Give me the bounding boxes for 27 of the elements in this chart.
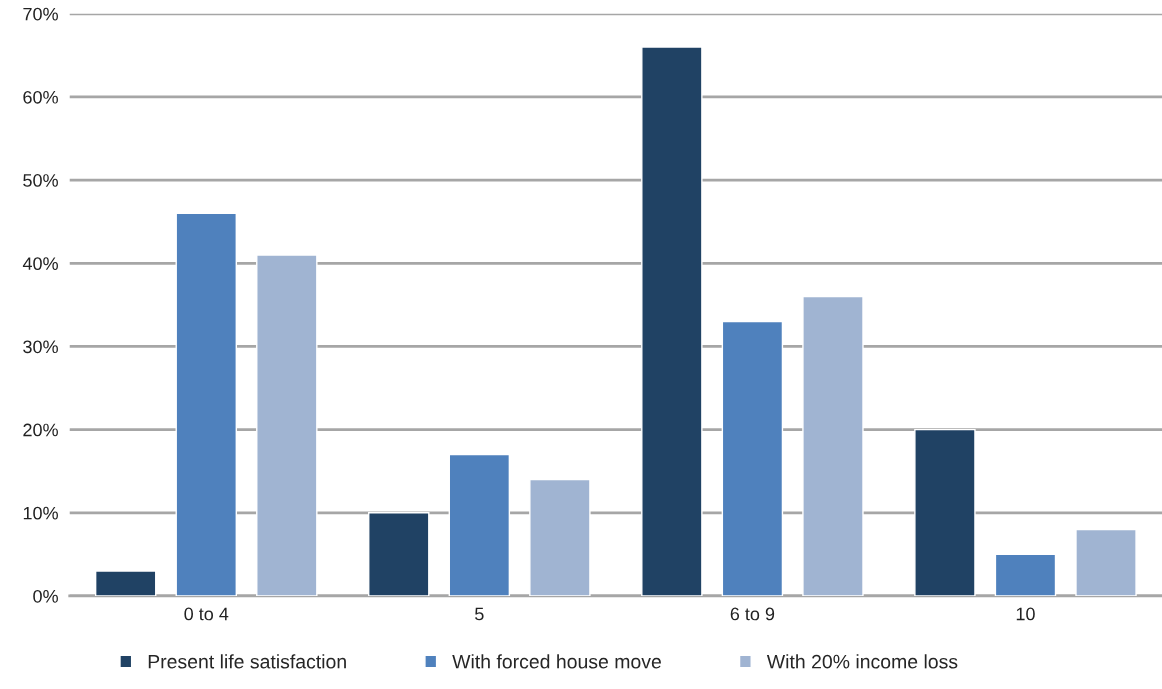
bar <box>802 295 864 596</box>
bar <box>529 478 591 596</box>
x-tick-label: 0 to 4 <box>184 607 229 621</box>
y-tick-label: 10% <box>23 506 58 520</box>
x-tick-label: 5 <box>475 607 484 621</box>
bar <box>94 570 157 596</box>
y-tick-label: 0% <box>33 589 58 603</box>
bar <box>721 320 784 596</box>
y-tick-label: 60% <box>23 90 58 104</box>
y-tick-label: 70% <box>23 7 58 21</box>
y-tick-label: 40% <box>22 257 58 271</box>
y-tick-label: 50% <box>23 174 58 187</box>
bar <box>641 46 703 596</box>
y-tick-label: 30% <box>23 340 58 354</box>
x-tick-label: 6 to 9 <box>730 607 775 621</box>
bar <box>448 453 511 596</box>
bar <box>1075 528 1137 596</box>
legend-label: Present life satisfaction <box>148 654 346 669</box>
bar <box>256 254 318 596</box>
bar <box>368 512 430 596</box>
bar <box>994 553 1057 596</box>
y-tick-label: 20% <box>23 423 58 437</box>
x-tick-label: 10 <box>1016 607 1035 621</box>
legend-label: With forced house move <box>452 654 661 669</box>
bar <box>175 212 237 596</box>
bar <box>914 428 976 596</box>
legend-label: With 20% income loss <box>766 654 958 669</box>
